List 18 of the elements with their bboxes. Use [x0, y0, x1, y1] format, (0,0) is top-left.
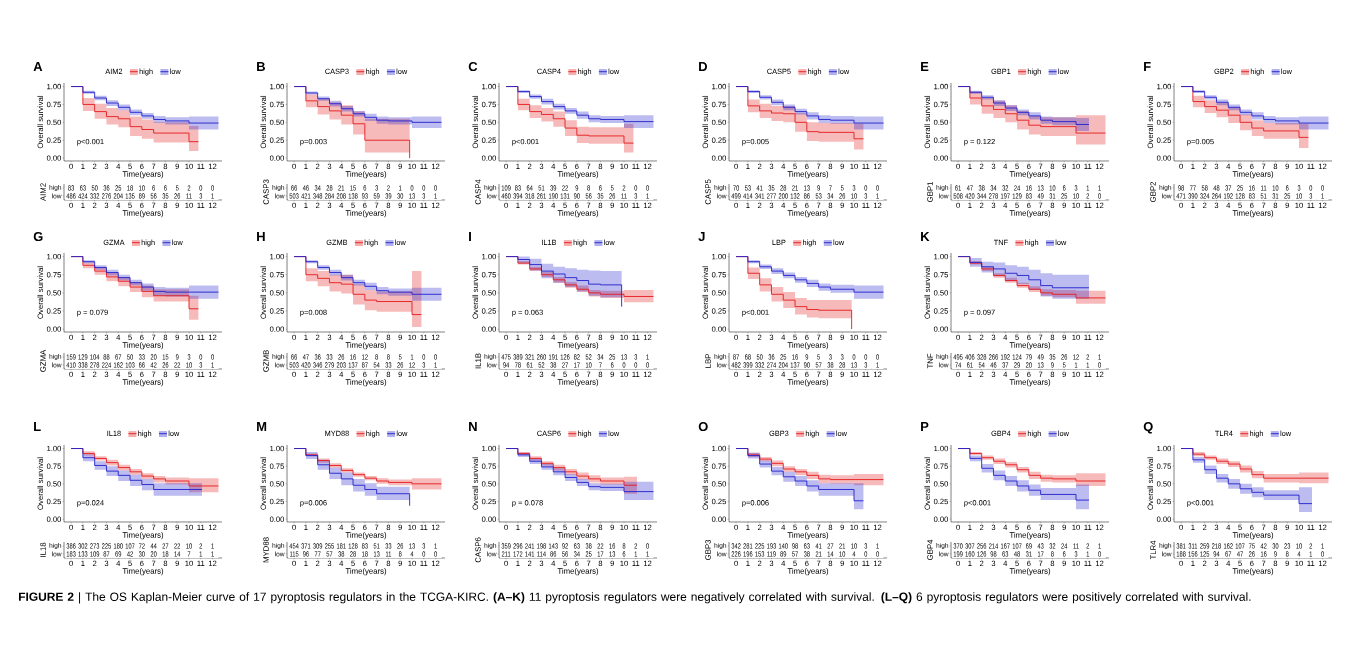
chart-title: P — [921, 422, 929, 431]
chart-title: D — [699, 62, 708, 71]
chart-title: H — [257, 232, 265, 241]
chart-title: Q — [1143, 421, 1153, 434]
chart-title: E — [921, 62, 929, 71]
text: FIGURE 2 | The OS Kaplan-Meier curve of 17 pyroptosis regulators in the TCGA-KIRC. (A–K) 11 pyroptosis regulators were negatively correlated with survival. (L–Q) 6 pyroptosis regulators were positively correlated with survival. — [19, 592, 1251, 604]
chart-title: N — [469, 422, 477, 431]
chart-title: J — [698, 232, 705, 242]
chart-title: F — [1144, 62, 1151, 71]
chart-title: B — [257, 62, 265, 71]
chart-title: C — [468, 61, 478, 72]
chart-title: I — [469, 232, 471, 241]
chart-title: G — [33, 231, 43, 242]
chart-title: A — [33, 62, 43, 71]
chart-title: L — [34, 422, 41, 431]
chart-title: K — [921, 232, 930, 241]
chart-title: O — [698, 421, 708, 432]
chart-title: M — [257, 422, 267, 431]
